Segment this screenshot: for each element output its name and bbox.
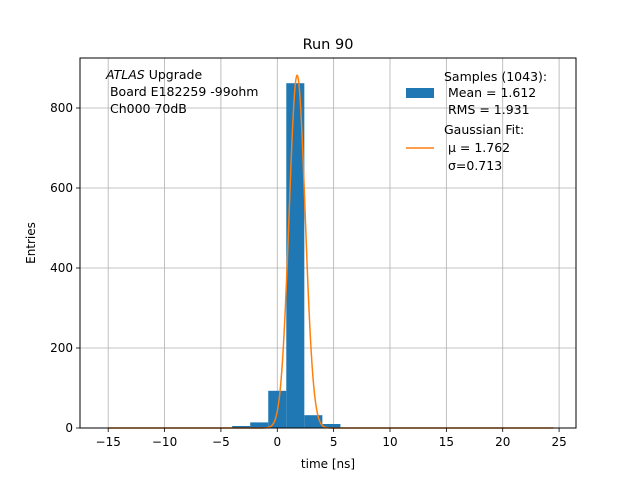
y-axis-ticks: 0 200 400 600 800 (50, 101, 80, 435)
legend-samples-title: Samples (1043): (444, 69, 547, 84)
y-axis-label: Entries (24, 222, 38, 264)
x-tick-label: 20 (495, 435, 510, 449)
legend: Samples (1043): Mean = 1.612 RMS = 1.931… (406, 69, 547, 173)
legend-samples-mean: Mean = 1.612 (444, 85, 536, 100)
x-axis-ticks: −15 −10 −5 0 5 10 15 20 25 (96, 428, 567, 449)
legend-fit-title: Gaussian Fit: (444, 122, 524, 137)
histogram-bar (232, 426, 251, 428)
y-tick-label: 800 (50, 101, 73, 115)
grid-lines (80, 58, 576, 429)
legend-fit-sigma: σ=0.713 (444, 158, 502, 173)
y-tick-label: 600 (50, 181, 73, 195)
legend-fit-mu: μ = 1.762 (444, 140, 510, 155)
annotation-line-1: ATLAS Upgrade (105, 67, 202, 82)
chart-title: Run 90 (303, 37, 354, 53)
histogram-bar (250, 422, 269, 428)
legend-samples-swatch (406, 88, 434, 98)
histogram-bar (304, 415, 323, 428)
x-tick-label: −15 (96, 435, 121, 449)
annotation-upgrade: Upgrade (145, 67, 203, 82)
plot-frame (79, 57, 577, 429)
y-tick-label: 200 (50, 341, 73, 355)
y-tick-label: 400 (50, 261, 73, 275)
y-tick-label: 0 (65, 421, 73, 435)
histogram-bars (232, 83, 341, 428)
x-axis-label: time [ns] (301, 457, 355, 471)
x-tick-label: 0 (273, 435, 281, 449)
x-tick-label: 10 (382, 435, 397, 449)
x-tick-label: 15 (439, 435, 454, 449)
annotation-line-2: Board E182259 -99ohm (106, 84, 258, 99)
legend-samples-rms: RMS = 1.931 (444, 102, 530, 117)
histogram-bar (322, 424, 341, 428)
annotation-line-3: Ch000 70dB (106, 101, 187, 116)
x-tick-label: 5 (330, 435, 338, 449)
x-tick-label: 25 (551, 435, 566, 449)
x-tick-label: −10 (152, 435, 177, 449)
annotation-atlas: ATLAS (105, 67, 145, 82)
x-tick-label: −5 (212, 435, 230, 449)
atlas-annotation: ATLAS Upgrade Board E182259 -99ohm Ch000… (105, 67, 258, 116)
